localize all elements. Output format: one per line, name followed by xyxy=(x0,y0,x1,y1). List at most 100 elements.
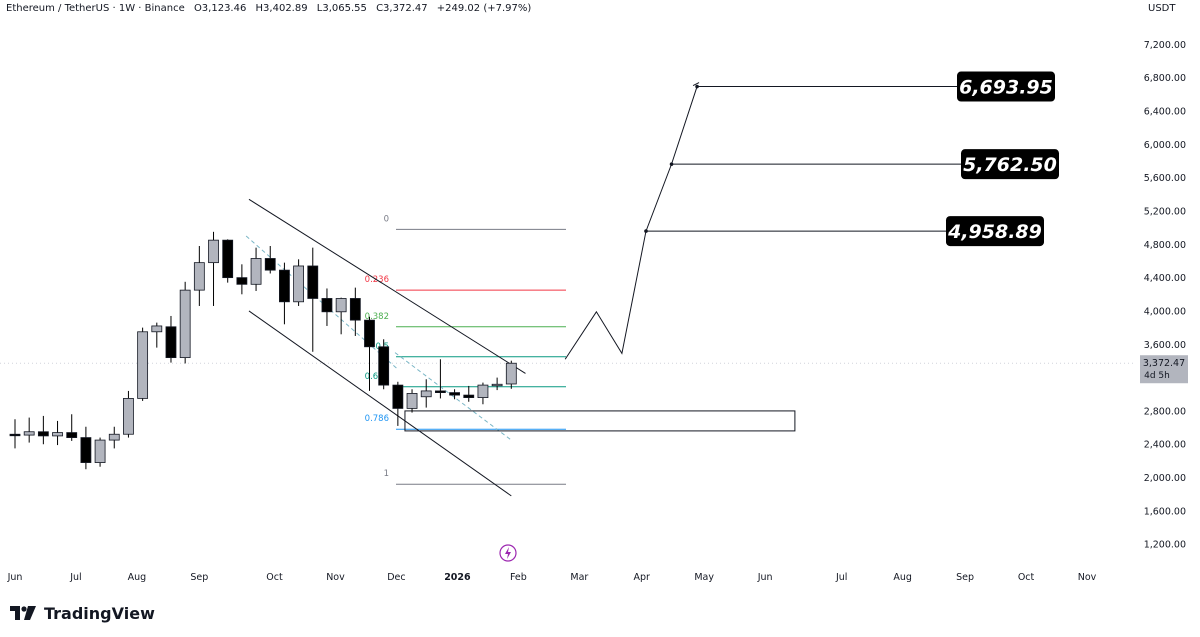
brand-label: TradingView xyxy=(44,603,155,623)
y-tick-label: 6,800.00 xyxy=(1144,73,1186,84)
x-tick-label: May xyxy=(694,572,714,583)
low-value: L3,065.55 xyxy=(316,3,367,14)
target-label-box xyxy=(961,149,1059,180)
x-tick-label: Feb xyxy=(510,572,527,583)
y-tick-label: 4,400.00 xyxy=(1144,273,1186,284)
candle-body xyxy=(151,325,163,333)
candle-body xyxy=(335,298,347,313)
projection-arrow xyxy=(692,82,700,87)
x-tick-label: Dec xyxy=(387,572,405,583)
candle-body xyxy=(108,433,120,441)
y-tick-label: 6,400.00 xyxy=(1144,107,1186,118)
candle-body xyxy=(37,431,49,437)
y-tick-label: 2,400.00 xyxy=(1144,440,1186,451)
x-tick-label: Nov xyxy=(1078,572,1097,583)
y-tick-label: 3,600.00 xyxy=(1144,340,1186,351)
candle-body xyxy=(165,326,177,359)
candle-body xyxy=(193,262,205,291)
candle-body xyxy=(392,384,404,409)
candle-body xyxy=(52,432,63,437)
candle-body xyxy=(420,390,432,398)
target-label-box xyxy=(957,71,1055,102)
candle-body xyxy=(123,398,134,435)
support-zone-box xyxy=(404,410,796,432)
open-value: O3,123.46 xyxy=(193,3,247,14)
x-tick-label: Oct xyxy=(266,572,283,583)
y-tick-label: 1,200.00 xyxy=(1144,540,1186,551)
candle-body xyxy=(250,258,262,285)
candle-body xyxy=(279,269,290,303)
price-tag-countdown: 4d 5h xyxy=(1144,371,1170,381)
high-value: H3,402.89 xyxy=(255,3,308,14)
channel-lower-line xyxy=(248,310,512,497)
fib-level-label: 0.618 xyxy=(365,372,389,382)
candle-body xyxy=(477,384,489,398)
candle-body xyxy=(23,431,35,436)
candle-body xyxy=(264,258,276,271)
candle-body xyxy=(94,439,106,463)
candle-body xyxy=(236,277,248,285)
candle-body xyxy=(364,319,375,348)
x-tick-label: Oct xyxy=(1018,572,1035,583)
target-label: 6,693.95 xyxy=(959,77,1053,99)
y-tick-label: 2,800.00 xyxy=(1144,406,1186,417)
fib-level-label: 0 xyxy=(384,214,389,224)
candle-body xyxy=(9,433,21,437)
x-tick-label: Jul xyxy=(835,572,847,583)
x-tick-label: Mar xyxy=(570,572,588,583)
candle-body xyxy=(491,383,503,387)
x-tick-label: Nov xyxy=(326,572,345,583)
currency-label[interactable]: USDT xyxy=(1148,3,1176,14)
target-label: 5,762.50 xyxy=(963,154,1057,176)
symbol-label[interactable]: Ethereum / TetherUS · 1W · Binance xyxy=(6,3,185,14)
y-tick-label: 7,200.00 xyxy=(1144,40,1186,51)
candle-body xyxy=(321,298,333,313)
x-tick-label: Sep xyxy=(956,572,974,583)
candle-body xyxy=(208,239,219,264)
x-tick-label: Jun xyxy=(7,572,23,583)
target-label: 4,958.89 xyxy=(947,221,1042,243)
candle-body xyxy=(463,394,475,398)
target-label-box xyxy=(946,216,1044,247)
candle-body xyxy=(179,289,191,359)
fib-level-label: 0.382 xyxy=(365,312,389,322)
candle-body xyxy=(307,265,319,299)
candle-body xyxy=(434,390,446,393)
channel-upper-line xyxy=(248,198,526,374)
x-tick-label: Sep xyxy=(190,572,208,583)
x-tick-label: Jul xyxy=(69,572,81,583)
candle-body xyxy=(378,346,390,386)
fib-level-label: 0.786 xyxy=(365,414,389,424)
y-tick-label: 6,000.00 xyxy=(1144,140,1186,151)
candle-body xyxy=(505,362,517,385)
y-tick-label: 1,600.00 xyxy=(1144,506,1186,517)
candle-body xyxy=(137,331,149,399)
y-tick-label: 4,000.00 xyxy=(1144,306,1186,317)
tradingview-logo[interactable]: TradingView xyxy=(10,602,155,624)
candle-body xyxy=(293,265,305,303)
x-tick-label: 2026 xyxy=(444,572,471,583)
close-value: C3,372.47 xyxy=(376,3,428,14)
y-tick-label: 2,000.00 xyxy=(1144,473,1186,484)
candle-body xyxy=(80,437,92,463)
candle-body xyxy=(449,392,460,396)
y-tick-label: 5,200.00 xyxy=(1144,207,1186,218)
candle-body xyxy=(406,393,418,409)
candle-body xyxy=(66,432,78,438)
lightning-icon xyxy=(499,544,517,562)
chart-header: Ethereum / TetherUS · 1W · Binance O3,12… xyxy=(6,3,537,14)
x-tick-label: Apr xyxy=(634,572,651,583)
tradingview-logo-icon xyxy=(10,606,36,620)
lightning-icon-bolt xyxy=(505,547,511,559)
fib-level-label: 1 xyxy=(384,469,389,479)
dashed-trend-line xyxy=(394,352,512,441)
x-tick-label: Jun xyxy=(757,572,773,583)
candle-body xyxy=(222,239,234,279)
x-tick-label: Aug xyxy=(893,572,912,583)
projection-path xyxy=(564,86,698,360)
price-tag-box xyxy=(1140,355,1188,384)
x-tick-label: Aug xyxy=(128,572,147,583)
y-tick-label: 4,800.00 xyxy=(1144,240,1186,251)
y-tick-label: 5,600.00 xyxy=(1144,173,1186,184)
